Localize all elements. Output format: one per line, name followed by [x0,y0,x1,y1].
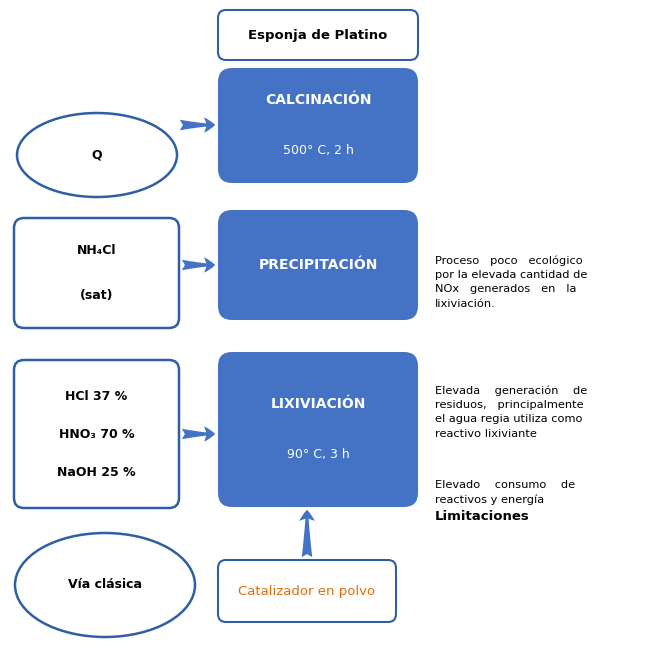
FancyBboxPatch shape [218,68,418,183]
FancyBboxPatch shape [14,360,179,508]
Text: Proceso   poco   ecológico
por la elevada cantidad de
NOx   generados   en   la
: Proceso poco ecológico por la elevada ca… [435,255,587,308]
Text: Vía clásica: Vía clásica [68,579,142,591]
FancyBboxPatch shape [218,210,418,320]
Text: LIXIVIACIÓN: LIXIVIACIÓN [271,398,365,411]
FancyBboxPatch shape [14,218,179,328]
Text: 90° C, 3 h: 90° C, 3 h [287,448,349,461]
Text: HCl 37 %: HCl 37 % [65,390,128,403]
Text: Elevado    consumo    de
reactivos y energía: Elevado consumo de reactivos y energía [435,480,575,505]
Text: (sat): (sat) [79,288,114,302]
Text: 500° C, 2 h: 500° C, 2 h [283,144,353,157]
Text: CALCINACIÓN: CALCINACIÓN [265,93,371,108]
Text: NH₄Cl: NH₄Cl [77,245,116,257]
Ellipse shape [17,113,177,197]
Ellipse shape [15,533,195,637]
Text: NaOH 25 %: NaOH 25 % [57,466,136,478]
Text: Q: Q [92,149,102,161]
Text: Catalizador en polvo: Catalizador en polvo [238,585,375,597]
Text: Limitaciones: Limitaciones [435,510,530,523]
Text: Elevada    generación    de
residuos,   principalmente
el agua regia utiliza com: Elevada generación de residuos, principa… [435,385,587,439]
FancyBboxPatch shape [218,560,396,622]
Text: PRECIPITACIÓN: PRECIPITACIÓN [259,258,377,272]
FancyBboxPatch shape [218,10,418,60]
Text: HNO₃ 70 %: HNO₃ 70 % [59,427,134,441]
Text: Esponja de Platino: Esponja de Platino [248,28,387,42]
FancyBboxPatch shape [218,352,418,507]
